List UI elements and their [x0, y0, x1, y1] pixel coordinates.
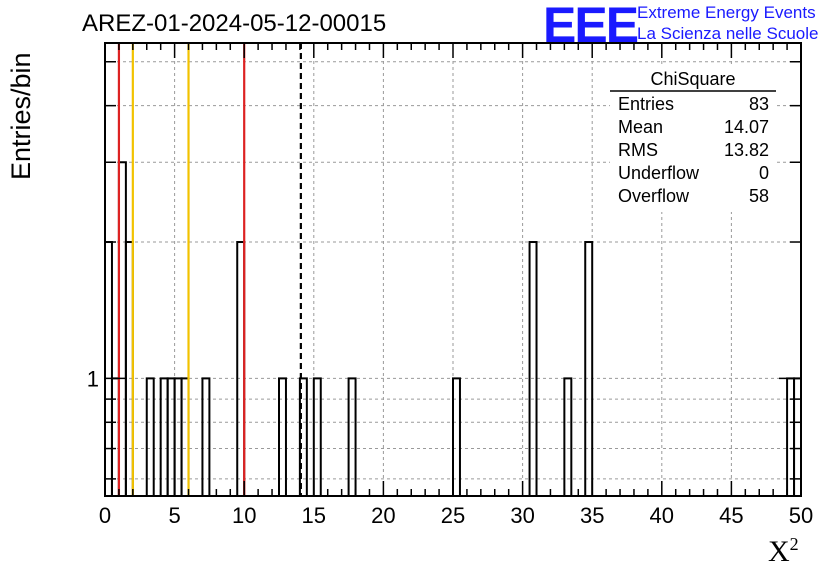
histogram-bar — [173, 377, 183, 498]
stats-value-rms: 13.82 — [724, 140, 769, 160]
stats-value-overflow: 58 — [749, 186, 769, 206]
histogram-bar — [563, 377, 573, 498]
x-axis-label-base: X — [768, 535, 790, 568]
y-tick-label: 1 — [87, 366, 99, 391]
x-axis-label: X2 — [768, 534, 799, 569]
logo-tagline-1: Extreme Energy Events — [637, 3, 816, 22]
x-tick-label: 25 — [441, 503, 465, 528]
logo-tagline-2: La Scienza nelle Scuole — [637, 24, 819, 43]
x-tick-label: 30 — [510, 503, 534, 528]
chart-title: AREZ-01-2024-05-12-00015 — [82, 10, 387, 37]
histogram-bar — [166, 377, 176, 498]
axis-ticks: 0 5 10 15 20 25 30 35 40 45 50 1 — [87, 43, 813, 528]
marker-lines — [117, 43, 302, 496]
stats-box: ChiSquare Entries 83 Mean 14.07 RMS 13.8… — [610, 64, 776, 212]
histogram-bar — [145, 377, 155, 498]
histogram-bar — [278, 377, 287, 498]
stats-title: ChiSquare — [650, 69, 735, 89]
x-tick-label: 10 — [232, 503, 256, 528]
x-tick-label: 50 — [789, 503, 813, 528]
histogram-bar — [452, 377, 461, 498]
stats-label-overflow: Overflow — [618, 186, 690, 206]
histogram-bar — [201, 377, 211, 498]
x-tick-label: 15 — [302, 503, 326, 528]
stats-label-rms: RMS — [618, 140, 658, 160]
x-tick-label: 5 — [168, 503, 180, 528]
histogram-bar — [104, 241, 113, 497]
x-tick-label: 45 — [719, 503, 743, 528]
histogram-bar — [584, 241, 594, 497]
x-tick-label: 35 — [580, 503, 604, 528]
stats-value-entries: 83 — [749, 94, 769, 114]
stats-label-underflow: Underflow — [618, 163, 700, 183]
histogram-bar — [528, 241, 538, 497]
x-tick-label: 40 — [650, 503, 674, 528]
x-tick-label: 20 — [371, 503, 395, 528]
stats-value-underflow: 0 — [759, 163, 769, 183]
stats-label-mean: Mean — [618, 117, 663, 137]
eee-logo: EEE — [543, 0, 639, 53]
x-tick-label: 0 — [99, 503, 111, 528]
stats-label-entries: Entries — [618, 94, 674, 114]
stats-value-mean: 14.07 — [724, 117, 769, 137]
x-axis-label-superscript: 2 — [789, 534, 799, 554]
histogram-bar — [312, 377, 322, 498]
stats-box-background — [610, 64, 776, 212]
histogram-bar — [347, 377, 357, 498]
histogram-bar — [159, 377, 169, 498]
